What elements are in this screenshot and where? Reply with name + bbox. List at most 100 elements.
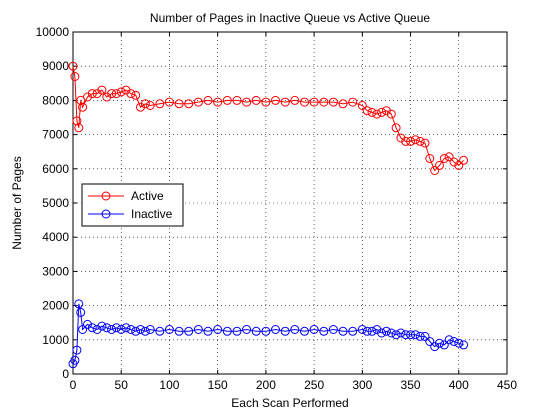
inactive-data-point [78, 325, 88, 334]
active-data-point [155, 99, 165, 109]
active-data-point [136, 102, 145, 112]
x-tick-label: 0 [70, 378, 77, 392]
legend-inactive-label: Inactive [131, 207, 173, 221]
active-data-point [415, 136, 425, 146]
active-data-point [377, 107, 387, 117]
y-tick-label: 10000 [36, 25, 70, 39]
inactive-data-point [87, 323, 97, 333]
inactive-data-point [459, 340, 469, 350]
inactive-data-point [232, 326, 242, 336]
inactive-data-point [420, 331, 430, 341]
inactive-data-point [74, 299, 84, 309]
inactive-data-point [70, 355, 80, 365]
active-data-point [396, 133, 406, 143]
active-data-point [222, 95, 232, 105]
inactive-data-point [131, 326, 141, 336]
active-data-point [203, 95, 213, 105]
active-data-point [111, 89, 121, 99]
active-data-point [348, 97, 358, 107]
y-tick-label: 9000 [42, 59, 69, 73]
inactive-data-point [184, 326, 194, 336]
active-data-point [164, 97, 174, 107]
active-data-point [386, 109, 396, 119]
active-data-point [261, 97, 271, 107]
inactive-data-point [425, 337, 435, 346]
inactive-data-point [454, 338, 464, 348]
inactive-data-point [319, 326, 329, 336]
active-data-point [102, 92, 112, 102]
legend-active-label: Active [131, 189, 164, 203]
active-data-point [459, 155, 469, 165]
y-tick-label: 7000 [42, 128, 69, 142]
inactive-data-point [381, 326, 391, 336]
active-data-point [174, 99, 184, 109]
x-tick-label: 50 [115, 378, 129, 392]
inactive-data-point [406, 330, 416, 340]
y-tick-label: 5000 [42, 196, 69, 210]
active-data-point [184, 99, 194, 109]
inactive-data-point [357, 325, 367, 334]
legend: Active Inactive [81, 183, 184, 227]
inactive-data-point [92, 325, 102, 334]
series-layer [68, 61, 469, 369]
x-tick-label: 300 [352, 378, 372, 392]
inactive-data-point [367, 326, 377, 336]
inactive-data-point [145, 325, 155, 334]
active-data-point [435, 160, 444, 170]
y-tick-label: 6000 [42, 162, 69, 176]
active-data-point [116, 87, 126, 97]
inactive-series-line [72, 303, 464, 364]
y-tick-label: 3000 [42, 264, 69, 278]
active-data-point [87, 89, 97, 99]
x-tick-label: 400 [449, 378, 469, 392]
inactive-data-point [242, 325, 252, 334]
active-data-point [372, 109, 382, 119]
inactive-data-point [140, 326, 150, 336]
x-tick-label: 150 [208, 378, 228, 392]
inactive-data-point [362, 326, 372, 336]
inactive-data-point [435, 338, 444, 348]
x-tick-label: 250 [304, 378, 324, 392]
active-data-point [425, 154, 435, 163]
inactive-data-point [174, 326, 184, 336]
inactive-data-point [377, 328, 387, 338]
legend-box [81, 183, 184, 227]
inactive-data-point [401, 330, 411, 340]
x-axis-label: Each Scan Performed [231, 396, 348, 410]
y-tick-label: 2000 [42, 299, 69, 313]
inactive-data-point [261, 326, 271, 336]
inactive-data-point [449, 337, 459, 346]
y-tick-label: 0 [62, 367, 69, 381]
inactive-data-point [222, 326, 232, 336]
active-data-point [131, 90, 141, 100]
active-data-point [213, 97, 223, 107]
x-tick-label: 100 [159, 378, 179, 392]
inactive-data-point [193, 325, 203, 334]
inactive-data-point [72, 345, 82, 355]
active-data-point [78, 102, 88, 112]
inactive-data-point [338, 326, 348, 336]
active-data-point [140, 99, 150, 109]
active-data-point [420, 138, 430, 148]
active-data-point [430, 166, 440, 175]
y-axis-label: Number of Pages [10, 156, 24, 249]
active-data-point [97, 85, 107, 95]
inactive-data-point [444, 335, 454, 345]
chart-title: Number of Pages in Inactive Queue vs Act… [150, 11, 430, 25]
y-tick-label: 1000 [42, 333, 69, 347]
inactive-data-point [155, 326, 165, 336]
active-data-point [251, 95, 261, 105]
active-data-point [357, 101, 367, 110]
x-tick-label: 200 [256, 378, 276, 392]
active-data-point [406, 136, 416, 146]
inactive-data-point [136, 325, 145, 334]
inactive-data-point [415, 331, 425, 341]
active-data-point [271, 95, 280, 105]
ticks: 0 50 100 150 200 250 300 350 400 450 0 1000 2000 3000… [36, 25, 518, 392]
active-data-point [410, 135, 420, 145]
inactive-data-point [396, 328, 406, 338]
active-data-point [83, 92, 92, 102]
inactive-data-point [328, 325, 338, 334]
active-data-point [319, 97, 329, 107]
inactive-data-point [439, 340, 449, 350]
